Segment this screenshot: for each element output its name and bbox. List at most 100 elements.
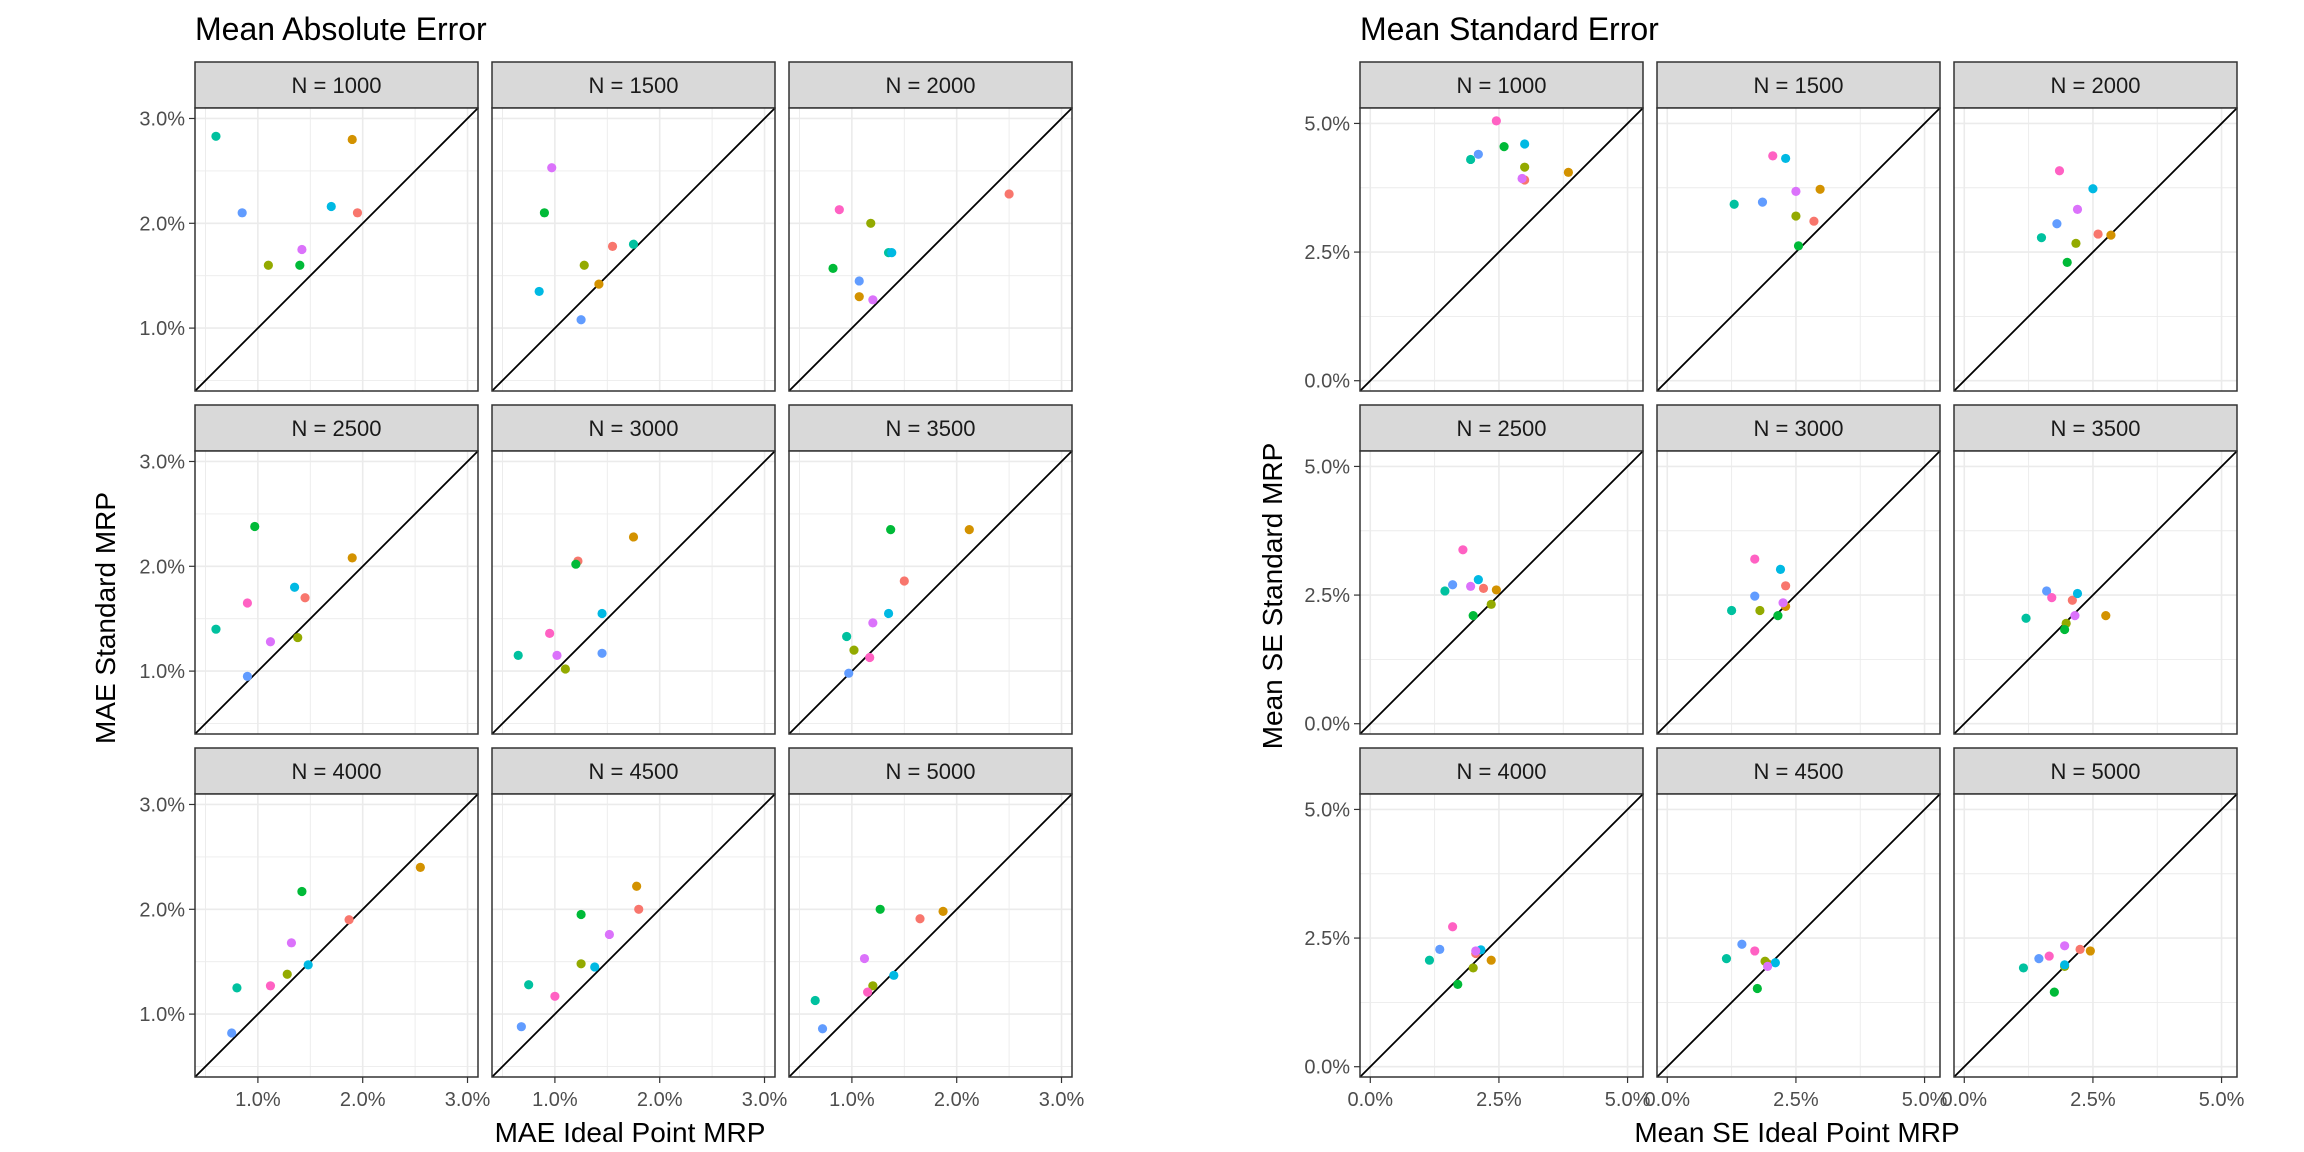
se-chart-y-axis-title: Mean SE Standard MRP [1257, 443, 1288, 750]
se-panel-strip-label: N = 3500 [2051, 416, 2141, 441]
se-panel-strip [1359, 747, 1644, 795]
mae-data-point [604, 929, 614, 940]
mae-panel-border [491, 793, 776, 1078]
se-panel: N = 4500 0.0% 2.5% 5.0% [1644, 747, 1948, 1111]
mae-reference-line [788, 793, 1073, 1078]
se-panel-strip [1656, 61, 1941, 109]
mae-data-point [842, 631, 852, 642]
mae-data-point [590, 962, 600, 972]
se-chart-title: Mean Standard Error [1360, 11, 1659, 47]
mae-data-point [1004, 189, 1014, 199]
mae-data-point [886, 525, 896, 535]
mae-data-point [286, 938, 297, 948]
mae-data-point [303, 960, 313, 970]
y-tick-label: 3.0% [139, 794, 185, 816]
se-data-point [1486, 955, 1496, 965]
y-tick-label: 2.5% [1304, 928, 1350, 950]
mae-reference-line [788, 450, 1073, 735]
mae-data-point [513, 650, 523, 660]
se-data-point [1793, 241, 1804, 251]
mae-data-point [250, 521, 260, 532]
mae-data-point [889, 970, 899, 980]
y-tick-label: 3.0% [139, 451, 185, 473]
se-panel-border [1359, 107, 1644, 392]
mae-data-point [868, 618, 878, 628]
mae-panel-border [788, 793, 1073, 1078]
se-data-point [2054, 166, 2065, 176]
mae-panel: N = 1000 1.0% 2.0% 3.0% [139, 61, 479, 392]
se-data-point [1791, 186, 1801, 196]
mae-data-point [297, 886, 307, 897]
se-data-point [2060, 960, 2070, 970]
se-panel-border [1656, 107, 1941, 392]
mae-panel-border [491, 107, 776, 392]
se-panel: N = 4000 0.0% 2.5% 5.0% 0.0% 2.5% 5.0% [1304, 747, 1651, 1111]
se-data-point [1440, 586, 1450, 596]
mae-data-point [854, 276, 864, 286]
mae-reference-line [491, 793, 776, 1078]
mae-panel-strip-label: N = 5000 [886, 759, 976, 784]
se-reference-line [1953, 107, 2238, 392]
mae-panel-strip [788, 404, 1073, 452]
se-data-point [1466, 154, 1476, 165]
se-panel-strip [1656, 404, 1941, 452]
mae-chart-x-axis-title: MAE Ideal Point MRP [495, 1117, 766, 1148]
mae-panel: N = 2500 1.0% 2.0% 3.0% [139, 404, 479, 735]
mae-data-point [899, 576, 909, 586]
mae-data-point [628, 532, 639, 542]
mae-data-point [550, 991, 560, 1001]
se-data-point [2062, 257, 2072, 267]
se-data-point [1755, 605, 1765, 616]
se-panel-border [1953, 107, 2238, 392]
se-data-point [1499, 141, 1509, 152]
mae-reference-line [788, 107, 1073, 392]
x-tick-label: 2.5% [1773, 1089, 1819, 1111]
se-panel: N = 3000 [1656, 404, 1941, 735]
mae-data-point [552, 650, 562, 660]
se-data-point [1750, 554, 1760, 564]
mae-data-point [964, 525, 974, 535]
mae-panel-border [194, 450, 479, 735]
mae-data-point [524, 980, 534, 990]
se-panel: N = 2500 0.0% 2.5% 5.0% [1304, 404, 1644, 736]
se-data-point [2072, 204, 2083, 214]
se-data-point [2047, 593, 2057, 603]
se-data-point [1473, 149, 1483, 159]
se-data-point [2085, 946, 2095, 956]
mae-panel: N = 3500 [788, 404, 1073, 735]
mae-panel-border [194, 107, 479, 392]
mae-data-point [607, 241, 618, 251]
se-panel-strip-label: N = 2000 [2051, 73, 2141, 98]
mae-panel: N = 5000 1.0% 2.0% 3.0% [788, 747, 1085, 1111]
x-tick-label: 1.0% [235, 1089, 281, 1111]
se-reference-line [1656, 450, 1941, 735]
se-data-point [2093, 229, 2103, 239]
mae-data-point [211, 131, 221, 141]
se-data-point [1809, 216, 1819, 226]
mae-data-point [347, 134, 357, 145]
se-panel-border [1953, 450, 2238, 735]
se-data-point [1448, 922, 1458, 932]
se-data-point [1727, 605, 1737, 616]
se-panel-strip [1359, 404, 1644, 452]
x-tick-label: 3.0% [445, 1089, 491, 1111]
mae-panel-strip-label: N = 1500 [589, 73, 679, 98]
se-data-point [1775, 564, 1786, 574]
mae-data-point [810, 995, 820, 1006]
mae-panel-strip [491, 404, 776, 452]
mae-chart-y-axis-title: MAE Standard MRP [90, 492, 121, 744]
se-data-point [1486, 599, 1496, 609]
se-data-point [1491, 116, 1501, 126]
mae-panel-strip-label: N = 3500 [886, 416, 976, 441]
x-tick-label: 3.0% [742, 1089, 788, 1111]
mae-panel-strip-label: N = 1000 [292, 73, 382, 98]
mae-data-point [628, 239, 639, 249]
x-tick-label: 1.0% [829, 1089, 875, 1111]
se-chart-x-axis-title: Mean SE Ideal Point MRP [1634, 1117, 1959, 1148]
y-tick-label: 2.5% [1304, 242, 1350, 264]
mae-data-point [534, 286, 544, 297]
mae-reference-line [491, 107, 776, 392]
y-tick-label: 2.0% [139, 556, 185, 578]
mae-data-point [828, 263, 838, 273]
